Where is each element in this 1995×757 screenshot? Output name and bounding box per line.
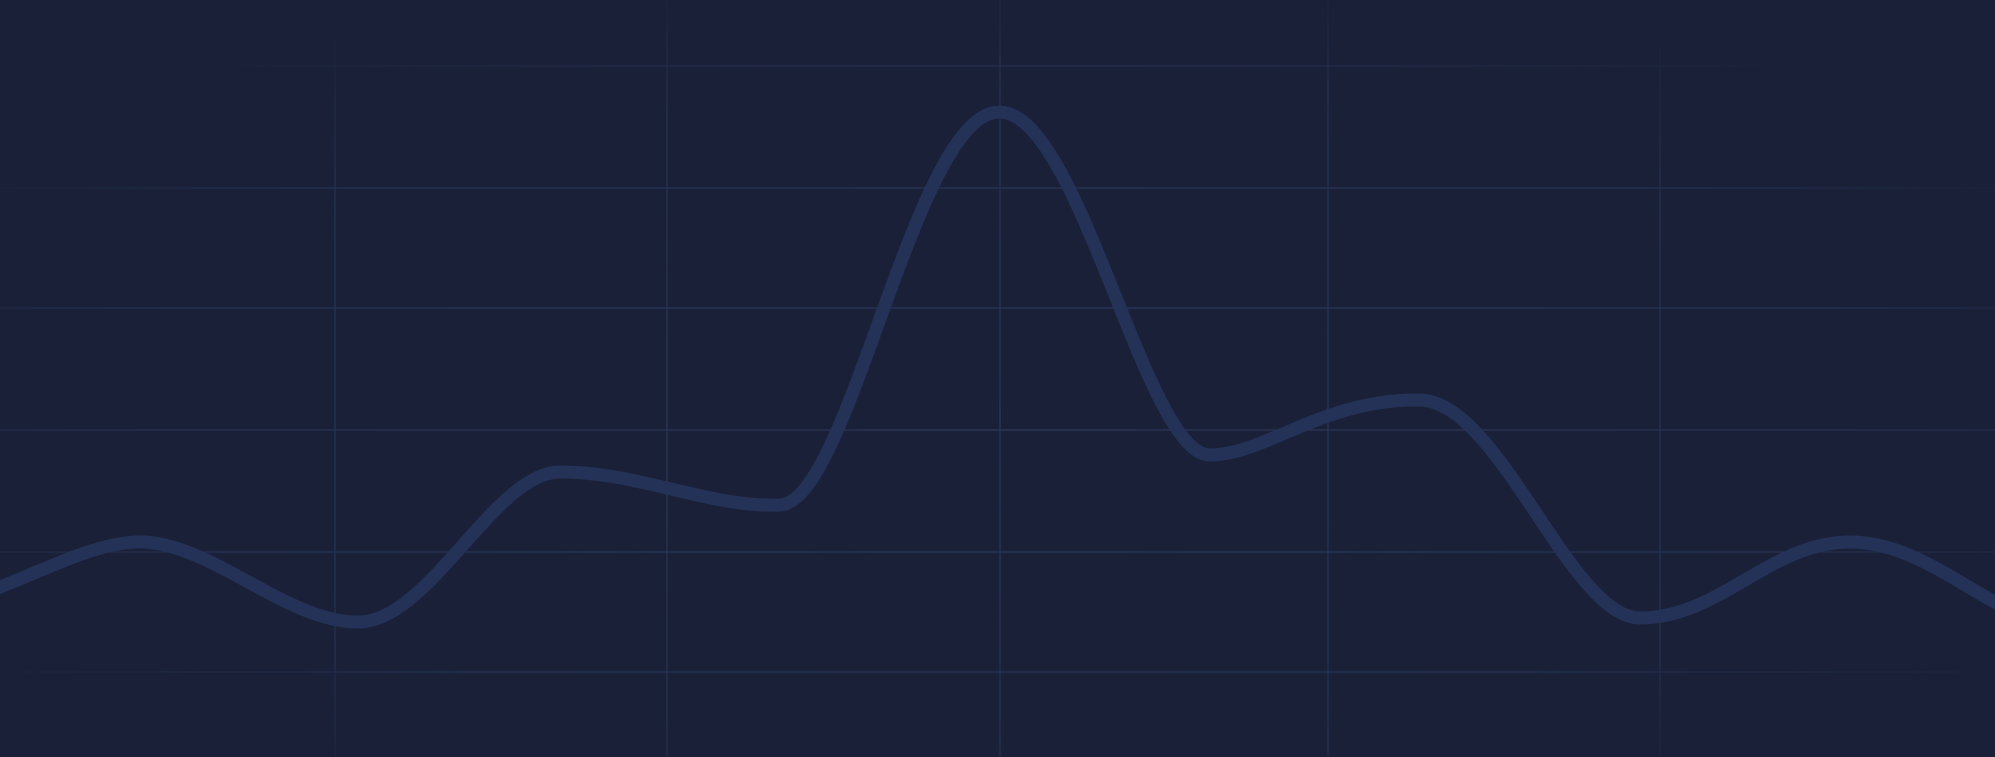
decorative-wave-line bbox=[0, 105, 1995, 629]
